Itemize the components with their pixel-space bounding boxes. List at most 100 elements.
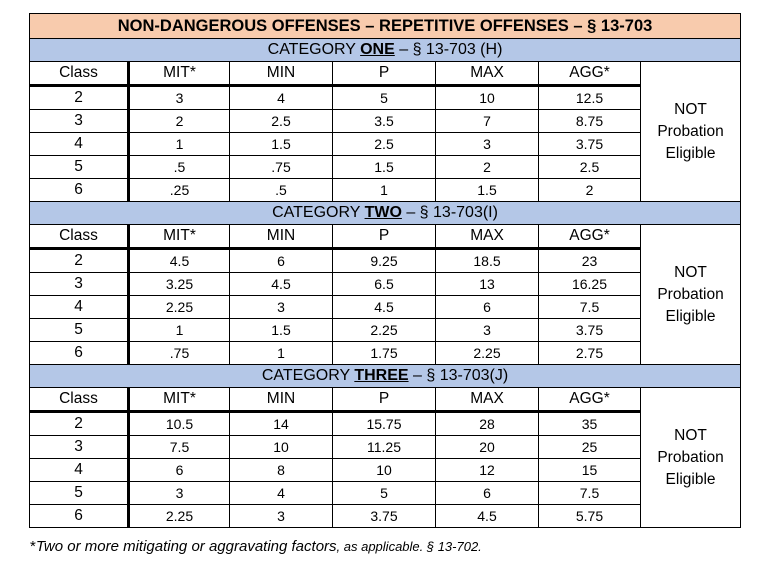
table-row: 5.5.75 1.5 2 2.5 [29,155,741,179]
category-prefix: CATEGORY [261,367,355,384]
cell-p: 1.5 [332,155,436,179]
header-mit: MIT* [128,387,230,413]
footnote-main: Two or more mitigating or aggravating fa… [35,538,337,555]
cell-p: 2.5 [332,132,436,156]
cell-p: 1 [332,178,436,202]
cell-agg: 12.5 [538,85,641,110]
category-banner: CATEGORY TWO – § 13-703(I) [28,201,742,225]
cell-max: 12 [435,458,539,482]
cell-min: 3 [229,295,333,319]
cell-mit: .5 [128,155,230,179]
cell-class: 6 [29,178,130,202]
cell-min: .75 [229,155,333,179]
header-max: MAX [435,61,539,87]
header-p: P [332,387,436,413]
cell-mit: 1 [128,318,230,342]
category-prefix: CATEGORY [272,204,365,221]
cell-class: 6 [29,341,130,365]
category-banner: CATEGORY THREE – § 13-703(J) [28,364,742,388]
cell-min: 2.5 [229,109,333,133]
cell-max: 10 [435,85,539,110]
probation-note: NOT Probation Eligible [639,387,742,528]
table-row: 3 7.5 10 11.25 20 25 [29,435,741,459]
cell-agg: 15 [538,458,641,482]
cell-class: 2 [29,248,130,273]
header-row: Class MIT* MIN P MAX AGG* NOT Probation Eligible [29,387,742,528]
category-row: CATEGORY THREE – § 13-703(J) [28,364,742,388]
cell-agg: 8.75 [538,109,641,133]
cell-class: 4 [29,458,130,482]
table-row: 5 3 4 5 6 7.5 [29,481,741,505]
cell-p: 9.25 [332,248,436,273]
cell-agg: 35 [538,411,641,436]
header-mit: MIT* [128,61,230,87]
cell-min: 4.5 [229,272,333,296]
cell-min: .5 [229,178,333,202]
table-row: 4 2.25 3 4.5 6 7.5 [29,295,741,319]
cell-agg: 2.75 [538,341,641,365]
probation-note-line: Probation [657,122,724,140]
cell-agg: 7.5 [538,295,641,319]
category-suffix: – § 13-703(J) [408,367,509,384]
cell-max: 2 [435,155,539,179]
header-p: P [332,224,436,250]
probation-note-line: NOT [674,263,707,281]
header-p: P [332,61,436,87]
category-name: TWO [364,204,402,221]
table-row: 3 2 2.5 3.5 7 8.75 [29,109,741,133]
header-agg: AGG* [538,387,641,413]
category-suffix: – § 13-703(I) [401,204,498,221]
cell-mit: 2.25 [128,504,230,528]
category-prefix: CATEGORY [267,41,361,58]
cell-max: 20 [435,435,539,459]
cell-class: 3 [29,109,130,133]
cell-mit: 3 [128,85,230,110]
table-row: 3 3.25 4.5 6.5 13 16.25 [29,272,741,296]
cell-agg: 23 [538,248,641,273]
table-row: 6.25.5 1 1.5 2 [29,178,741,202]
cell-min: 1 [229,341,333,365]
cell-max: 1.5 [435,178,539,202]
cell-min: 1.5 [229,132,333,156]
category-name: ONE [360,41,395,58]
cell-agg: 7.5 [538,481,641,505]
footnote-mark: * [30,538,36,555]
cell-class: 3 [29,435,130,459]
cell-min: 4 [229,481,333,505]
cell-min: 3 [229,504,333,528]
cell-class: 2 [29,85,130,110]
cell-max: 6 [435,295,539,319]
cell-p: 5 [332,481,436,505]
cell-agg: 3.75 [538,318,641,342]
cell-agg: 5.75 [538,504,641,528]
header-min: MIN [229,224,333,250]
cell-agg: 3.75 [538,132,641,156]
header-mit: MIT* [128,224,230,250]
header-min: MIN [229,387,333,413]
cell-class: 5 [29,481,130,505]
cell-max: 3 [435,132,539,156]
cell-mit: 7.5 [128,435,230,459]
probation-note-line: Probation [657,448,724,466]
category-suffix: – § 13-703 (H) [394,41,503,58]
table-row: 4 6 8 10 12 15 [29,458,741,482]
cell-mit: 2 [128,109,230,133]
category-banner: CATEGORY ONE – § 13-703 (H) [28,38,742,62]
cell-p: 2.25 [332,318,436,342]
category-row: CATEGORY ONE – § 13-703 (H) [28,38,742,62]
cell-p: 3.75 [332,504,436,528]
cell-p: 5 [332,85,436,110]
header-class: Class [29,61,130,87]
cell-mit: 3.25 [128,272,230,296]
header-max: MAX [435,387,539,413]
cell-max: 6 [435,481,539,505]
cell-mit: 2.25 [128,295,230,319]
cell-mit: .25 [128,178,230,202]
cell-class: 2 [29,411,130,436]
cell-max: 28 [435,411,539,436]
header-row: Class MIT* MIN P MAX AGG* NOT Probation Eligible [29,61,742,202]
cell-class: 5 [29,318,130,342]
cell-max: 7 [435,109,539,133]
cell-min: 4 [229,85,333,110]
cell-p: 1.75 [332,341,436,365]
